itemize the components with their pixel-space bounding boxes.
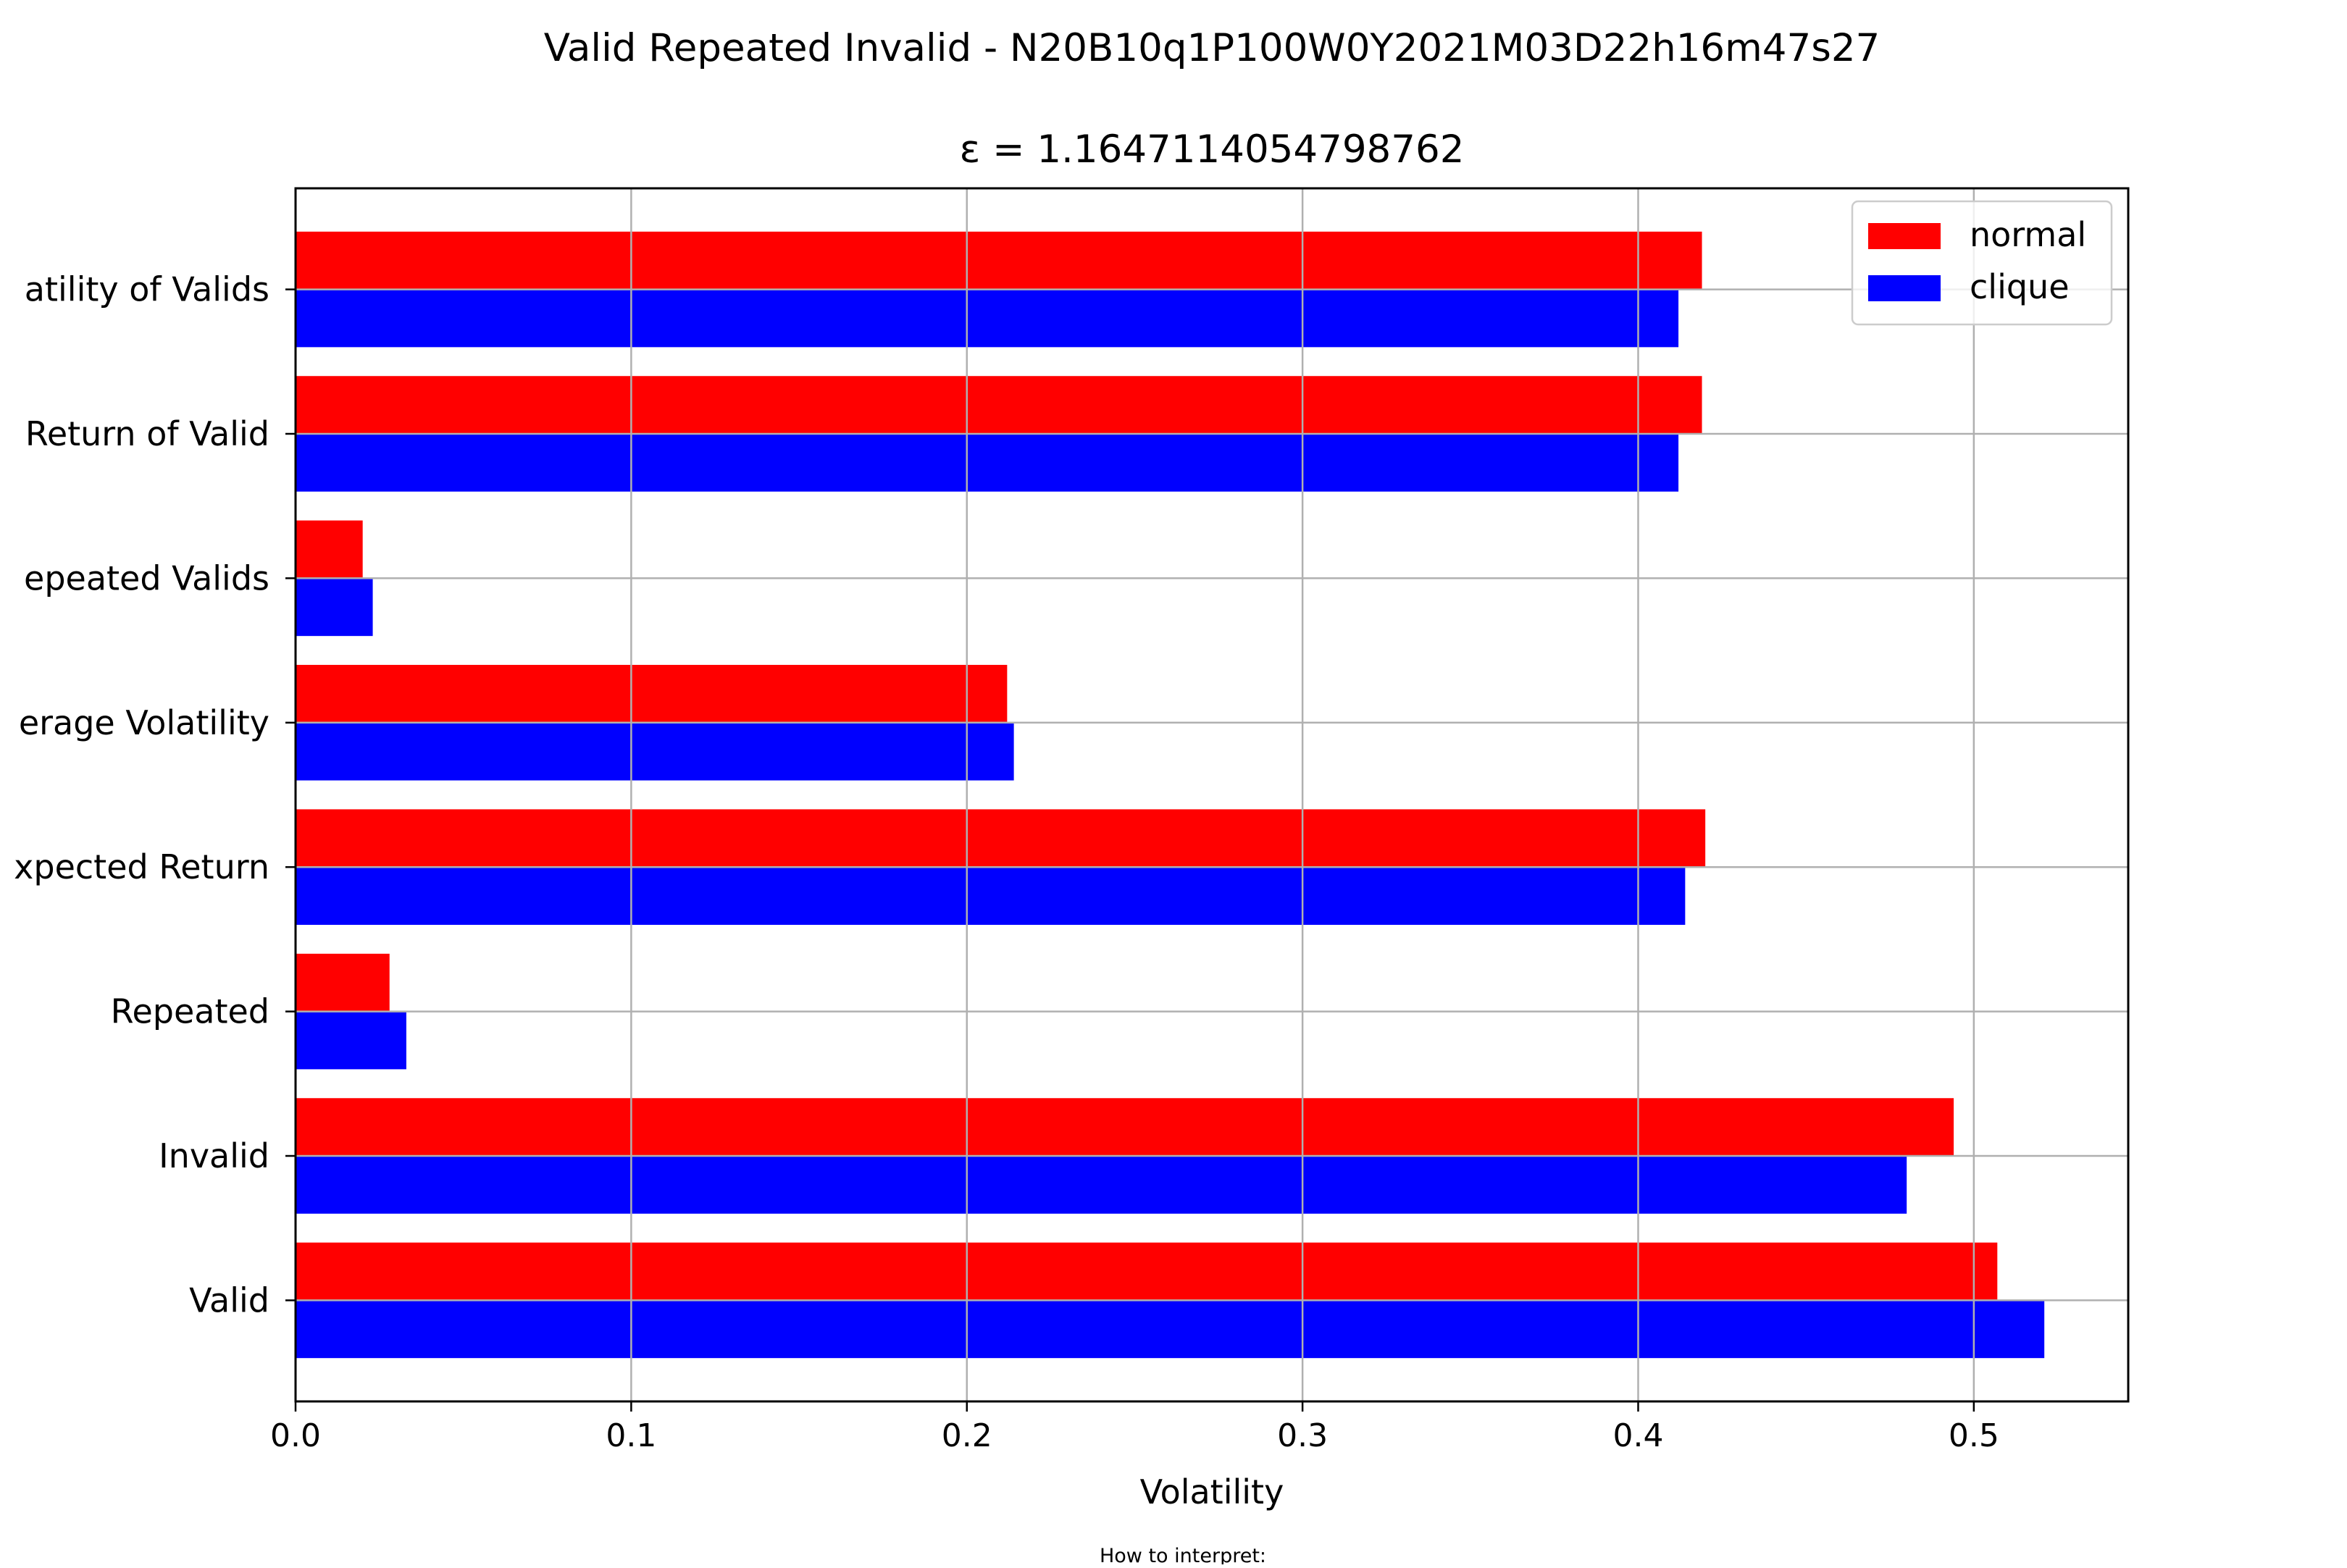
y-tick-label: Repeated: [111, 992, 269, 1031]
y-tick-label: erage Volatility: [19, 703, 269, 742]
bar-clique: [296, 722, 1014, 781]
chart-subtitle: ε = 1.1647114054798762: [960, 127, 1465, 172]
y-tick-label: xpected Return: [14, 847, 269, 886]
bar-normal: [296, 1098, 1954, 1157]
bar-normal: [296, 231, 1702, 290]
y-tick-label: atility of Valids: [25, 270, 269, 309]
x-tick-label: 0.4: [1612, 1417, 1663, 1454]
x-tick-label: 0.0: [270, 1417, 321, 1454]
legend: normal clique: [1851, 200, 2113, 326]
y-tick-label: Invalid: [159, 1136, 269, 1175]
y-tick-label: Return of Valid: [25, 414, 269, 453]
x-tick-label: 0.2: [942, 1417, 992, 1454]
plot-frame: [294, 187, 2130, 1403]
y-tick-label: Valid: [189, 1280, 269, 1320]
bar-clique: [296, 289, 1679, 348]
x-tick-label: 0.1: [606, 1417, 656, 1454]
bar-clique: [296, 1300, 2045, 1359]
legend-swatch-normal: [1868, 223, 1941, 249]
footnote: How to interpret:: [1100, 1545, 1266, 1564]
x-tick-label: 0.5: [1949, 1417, 1999, 1454]
bar-clique: [296, 867, 1686, 925]
x-axis-label: Volatility: [1140, 1472, 1284, 1512]
bar-normal: [296, 665, 1008, 723]
x-tick-label: 0.3: [1277, 1417, 1328, 1454]
bar-clique: [296, 578, 373, 637]
bar-normal: [296, 520, 363, 579]
chart-title: Valid Repeated Invalid - N20B10q1P100W0Y…: [544, 26, 1880, 70]
bar-normal: [296, 376, 1702, 434]
bar-normal: [296, 953, 390, 1012]
bar-clique: [296, 1011, 406, 1070]
bar-clique: [296, 433, 1679, 492]
legend-swatch-clique: [1868, 275, 1941, 301]
legend-label-clique: clique: [1970, 267, 2070, 306]
y-tick-label: epeated Valids: [24, 558, 269, 598]
legend-label-normal: normal: [1970, 215, 2086, 254]
bar-normal: [296, 1242, 1998, 1301]
bar-normal: [296, 809, 1706, 868]
bar-clique: [296, 1156, 1907, 1214]
